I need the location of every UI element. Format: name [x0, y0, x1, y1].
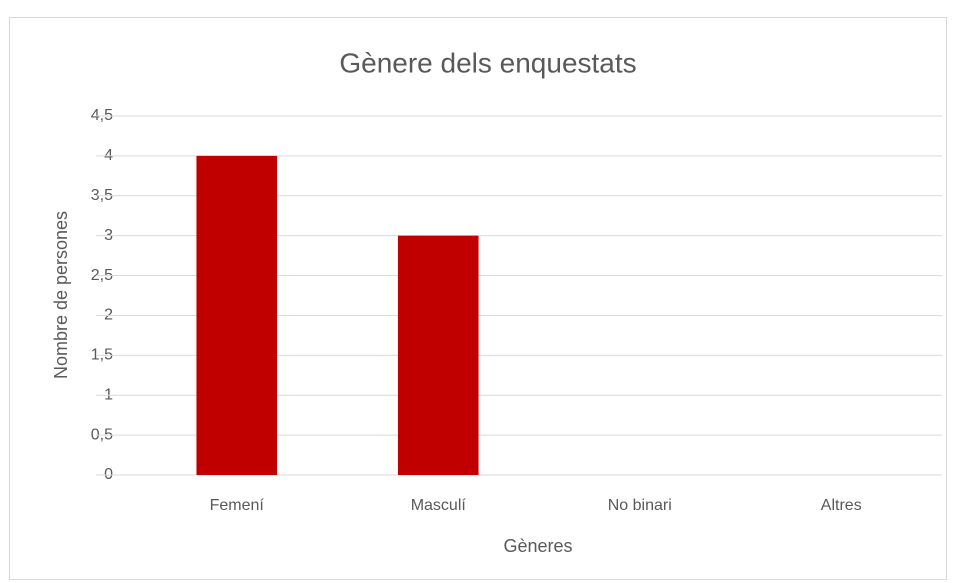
bar	[196, 155, 278, 475]
x-tick-label: Altres	[821, 497, 862, 514]
x-axis-label: Gèneres	[503, 536, 572, 556]
y-axis-label: Nombre de persones	[51, 211, 71, 379]
x-tick-label: Masculí	[411, 497, 467, 514]
chart-title: Gènere dels enquestats	[339, 47, 636, 78]
x-tick-label: No binari	[608, 497, 672, 514]
x-tick-label: Femení	[210, 497, 265, 514]
bar	[397, 235, 479, 475]
